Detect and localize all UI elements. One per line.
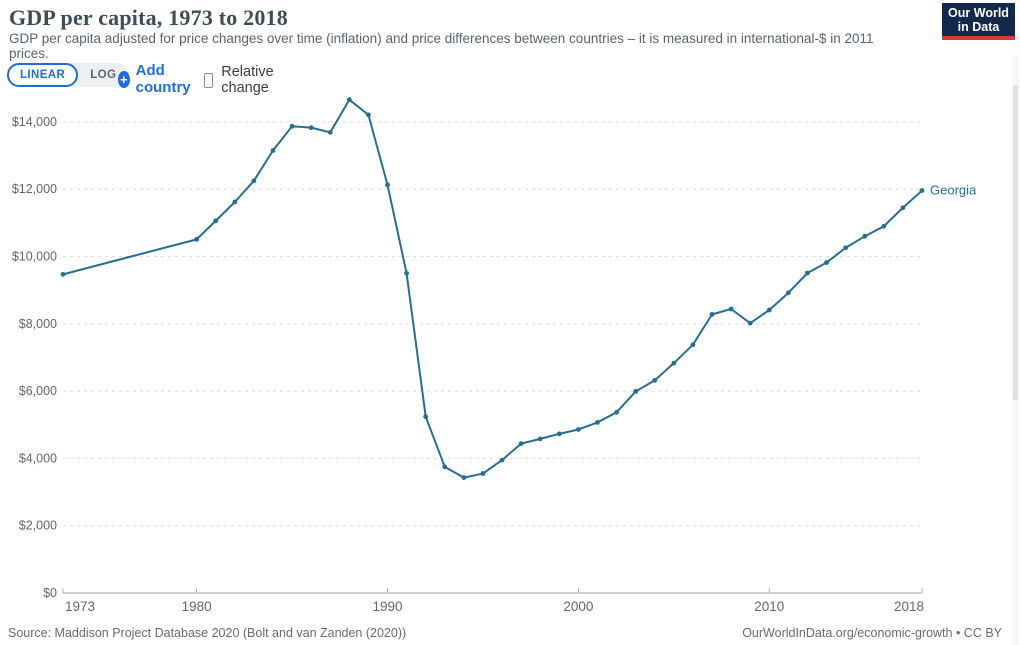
owid-logo-accent-bar (942, 36, 1015, 40)
y-tick-label: $12,000 (12, 182, 57, 196)
data-point[interactable] (785, 290, 791, 296)
add-country-label: Add country (135, 62, 191, 96)
data-point[interactable] (537, 436, 543, 442)
data-point[interactable] (423, 414, 429, 420)
y-tick-label: $0 (43, 586, 57, 600)
attribution-link[interactable]: OurWorldInData.org/economic-growth • CC … (742, 626, 1002, 640)
x-tick-label: 1980 (182, 599, 212, 614)
data-point[interactable] (60, 271, 66, 277)
data-point[interactable] (232, 199, 238, 205)
data-point[interactable] (556, 431, 562, 437)
x-tick-label: 2000 (563, 599, 593, 614)
y-tick-label: $8,000 (19, 317, 57, 331)
data-point[interactable] (614, 409, 619, 415)
data-point[interactable] (595, 420, 600, 425)
linear-scale-button[interactable]: LINEAR (7, 63, 79, 87)
data-point[interactable] (633, 389, 639, 394)
data-point[interactable] (270, 148, 276, 153)
page-title: GDP per capita, 1973 to 2018 (9, 5, 288, 30)
data-point[interactable] (576, 427, 581, 432)
owid-logo-line1: Our World (948, 6, 1009, 20)
data-point[interactable] (213, 218, 219, 224)
data-point[interactable] (461, 475, 467, 480)
x-tick-label: 2010 (754, 599, 784, 614)
owid-logo[interactable]: Our World in Data (942, 3, 1015, 36)
data-point[interactable] (671, 360, 677, 366)
data-point[interactable] (728, 306, 734, 312)
data-point[interactable] (747, 320, 753, 326)
y-tick-label: $14,000 (12, 115, 57, 129)
y-tick-label: $2,000 (19, 519, 57, 533)
y-tick-label: $10,000 (12, 250, 57, 264)
y-tick-label: $4,000 (19, 451, 57, 465)
scrollbar-thumb[interactable] (1013, 85, 1018, 400)
series-end-label[interactable]: Georgia (930, 183, 977, 198)
data-point[interactable] (499, 457, 505, 463)
data-point[interactable] (843, 245, 849, 251)
y-tick-label: $6,000 (19, 384, 57, 398)
relative-change-label: Relative change (221, 64, 274, 96)
data-point[interactable] (404, 270, 409, 276)
x-tick-label: 2018 (894, 599, 924, 614)
data-point[interactable] (385, 182, 390, 188)
data-point[interactable] (709, 311, 715, 317)
data-point[interactable] (194, 236, 200, 242)
data-point[interactable] (652, 377, 658, 383)
data-point[interactable] (919, 188, 925, 193)
chart-subtitle: GDP per capita adjusted for price change… (9, 31, 874, 61)
series-line[interactable] (62, 98, 923, 479)
data-point[interactable] (366, 112, 371, 118)
data-point[interactable] (900, 205, 906, 211)
owid-logo-line2: in Data (957, 20, 1000, 34)
data-point[interactable] (518, 441, 524, 446)
data-point[interactable] (766, 307, 772, 313)
x-tick-label: 1973 (65, 599, 95, 614)
relative-change-checkbox[interactable] (204, 72, 214, 88)
source-note: Source: Maddison Project Database 2020 (… (8, 626, 407, 640)
x-tick-label: 1990 (372, 599, 402, 614)
data-point[interactable] (308, 125, 314, 131)
data-point[interactable] (251, 178, 257, 184)
data-point[interactable] (346, 97, 352, 103)
data-point[interactable] (442, 464, 448, 470)
data-point[interactable] (881, 223, 887, 229)
data-point[interactable] (824, 260, 829, 265)
scale-toggle: LINEAR LOG (7, 63, 129, 87)
log-scale-button[interactable]: LOG (90, 69, 117, 81)
data-point[interactable] (480, 471, 486, 476)
data-point[interactable] (862, 233, 868, 239)
plus-circle-icon: + (118, 70, 130, 88)
data-point[interactable] (289, 123, 295, 129)
add-country-button[interactable]: + Add country (118, 62, 196, 96)
data-point[interactable] (327, 129, 333, 135)
data-point[interactable] (805, 270, 810, 276)
data-point[interactable] (690, 342, 696, 348)
relative-change-control[interactable]: Relative change (204, 64, 279, 96)
